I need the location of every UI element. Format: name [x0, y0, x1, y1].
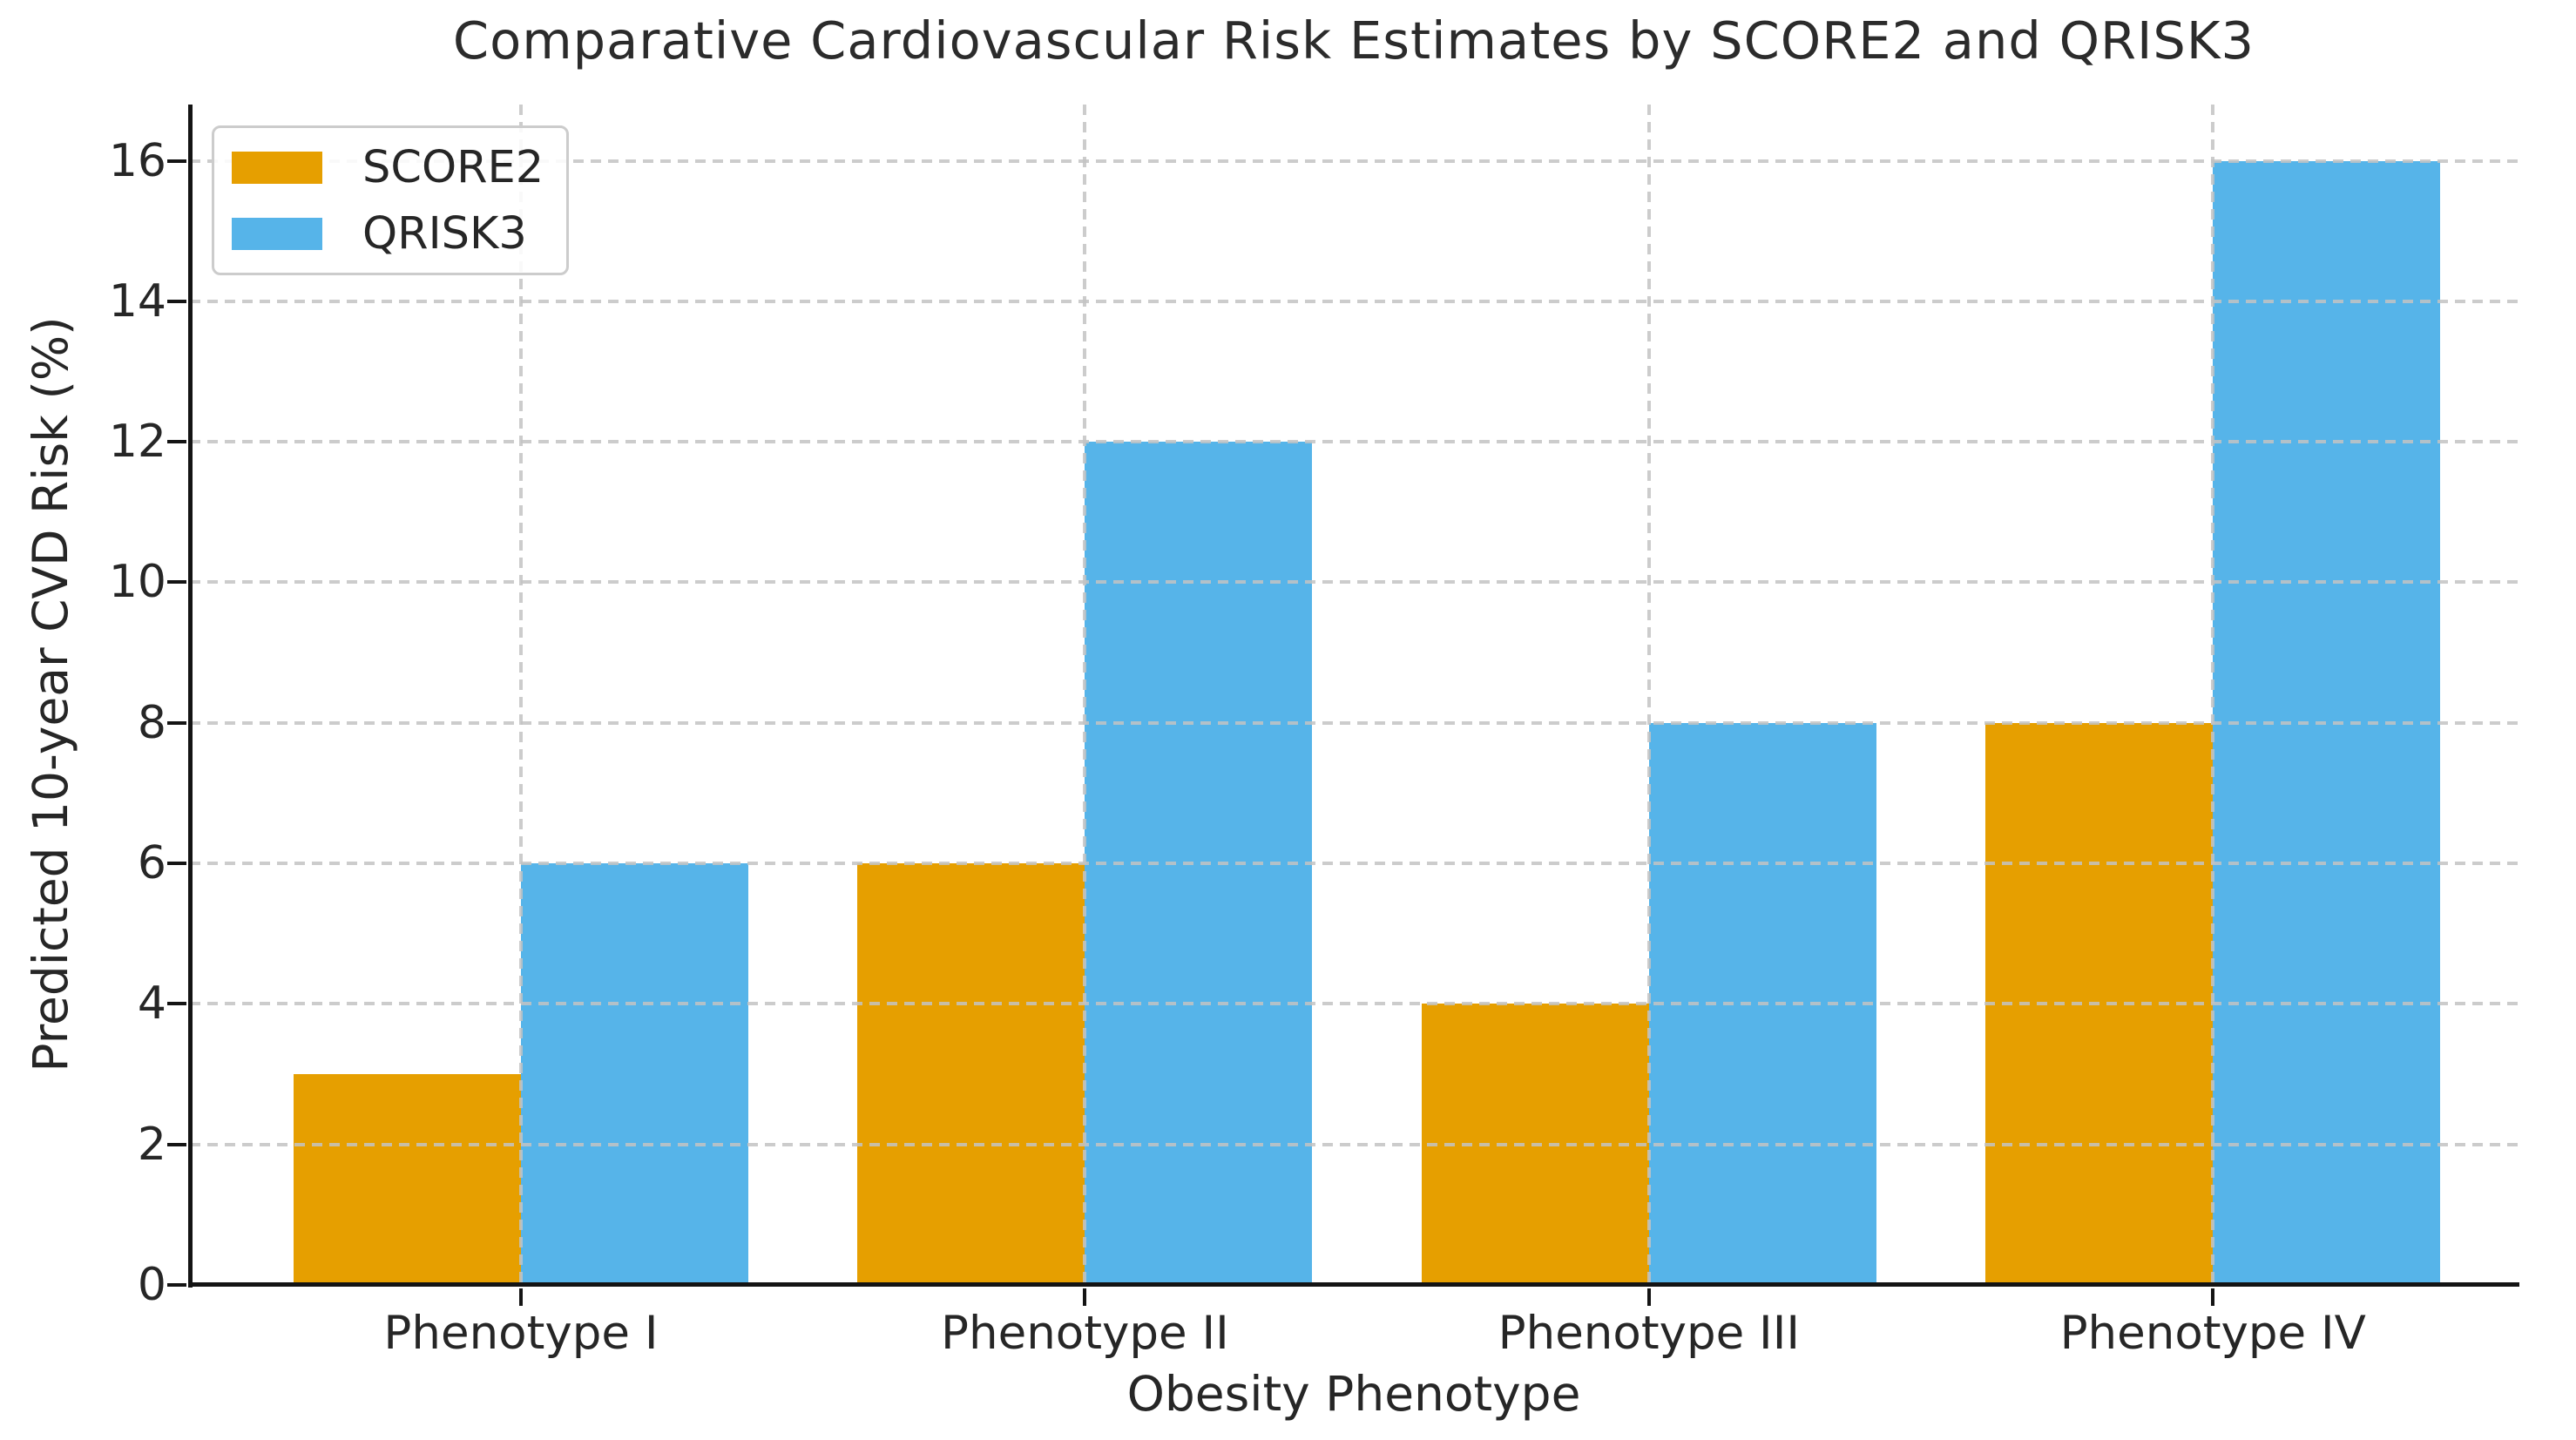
- y-axis-spine: [188, 105, 193, 1288]
- bar-score2-1: [293, 1074, 521, 1285]
- y-tick-label-10: 10: [108, 556, 166, 609]
- y-tick-label-16: 16: [108, 134, 166, 187]
- y-axis-tick-labels: 0 2 4 6 8 10 12 14 16: [0, 105, 179, 1311]
- gridline-y-4: [190, 1002, 2518, 1006]
- y-tick-12: [167, 440, 186, 444]
- x-tick-label-2: Phenotype II: [941, 1307, 1229, 1360]
- x-tick-label-3: Phenotype III: [1498, 1307, 1800, 1360]
- x-tick-label-4: Phenotype IV: [2059, 1307, 2366, 1360]
- legend-item-qrisk3: QRISK3: [232, 207, 544, 260]
- y-tick-0: [167, 1283, 186, 1287]
- bar-score2-2: [857, 863, 1085, 1285]
- x-axis-spine: [188, 1282, 2519, 1287]
- gridline-x-3: [1646, 105, 1651, 1285]
- x-tick-4: [2211, 1288, 2215, 1306]
- score2-swatch: [232, 151, 322, 184]
- gridline-x-1: [518, 105, 523, 1285]
- gridline-x-4: [2211, 105, 2215, 1285]
- gridline-y-16: [190, 159, 2518, 163]
- y-tick-16: [167, 159, 186, 163]
- gridline-y-6: [190, 862, 2518, 866]
- gridline-y-2: [190, 1142, 2518, 1146]
- x-tick-2: [1083, 1288, 1087, 1306]
- legend-label-qrisk3: QRISK3: [362, 207, 527, 260]
- y-tick-label-4: 4: [137, 977, 166, 1031]
- x-axis-title: Obesity Phenotype: [1126, 1366, 1581, 1422]
- y-tick-label-6: 6: [137, 837, 166, 890]
- chart-title: Comparative Cardiovascular Risk Estimate…: [452, 10, 2255, 71]
- y-tick-6: [167, 862, 186, 866]
- x-tick-3: [1646, 1288, 1651, 1306]
- plot-area: SCORE2 QRISK3: [167, 105, 2519, 1306]
- y-tick-label-2: 2: [137, 1118, 166, 1171]
- bar-qrisk3-1: [520, 863, 748, 1285]
- gridline-y-10: [190, 580, 2518, 585]
- y-tick-10: [167, 580, 186, 585]
- y-tick-label-8: 8: [137, 696, 166, 749]
- x-tick-1: [518, 1288, 523, 1306]
- y-tick-label-0: 0: [137, 1259, 166, 1311]
- gridline-x-2: [1083, 105, 1087, 1285]
- gridline-y-14: [190, 299, 2518, 303]
- y-tick-label-14: 14: [108, 274, 166, 328]
- legend-item-score2: SCORE2: [232, 142, 544, 193]
- y-tick-label-12: 12: [108, 416, 166, 469]
- gridline-y-8: [190, 720, 2518, 725]
- y-tick-8: [167, 720, 186, 725]
- y-tick-4: [167, 1002, 186, 1006]
- y-axis-title: Predicted 10-year CVD Risk (%): [23, 316, 78, 1072]
- legend: SCORE2 QRISK3: [212, 125, 570, 275]
- x-tick-label-1: Phenotype I: [383, 1307, 659, 1360]
- qrisk3-swatch: [232, 217, 322, 250]
- y-tick-14: [167, 299, 186, 303]
- y-tick-2: [167, 1142, 186, 1146]
- legend-label-score2: SCORE2: [362, 141, 544, 193]
- gridline-y-12: [190, 440, 2518, 444]
